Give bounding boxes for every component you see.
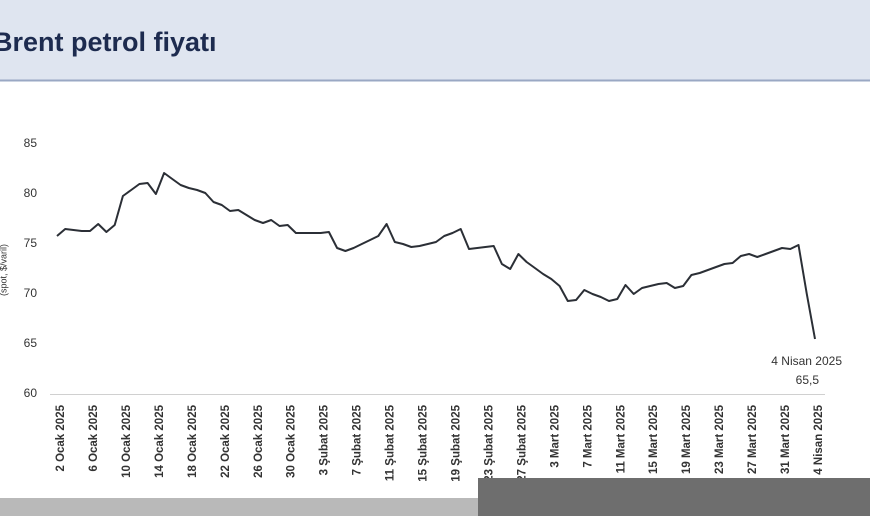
x-tick-label: 19 Mart 2025 [681,404,693,474]
x-tick-label: 19 Şubat 2025 [451,404,463,481]
y-tick-label: 80 [24,186,38,200]
x-tick-label: 27 Şubat 2025 [516,404,528,481]
plot: 60 65 70 75 80 85 2 Ocak 2025 6 Ocak 2025 10 Oca… [24,136,843,482]
x-tick-label: 6 Ocak 2025 [88,404,100,471]
y-tick-label: 65 [24,336,38,350]
y-tick-label: 75 [24,236,38,250]
x-tick-label: 23 Şubat 2025 [483,404,495,481]
x-tick-label: 10 Ocak 2025 [121,404,133,478]
y-tick-label: 85 [24,136,38,150]
x-tick-label: 3 Mart 2025 [549,404,561,467]
overlay-bar [478,478,870,516]
x-tick-label: 11 Mart 2025 [615,404,627,473]
x-tick-label: 31 Mart 2025 [780,404,792,474]
x-tick-label: 4 Nisan 2025 [813,404,825,474]
x-tick-label: 18 Ocak 2025 [187,404,199,478]
chart-title: Brent petrol fiyatı [0,27,217,57]
x-tick-label: 23 Mart 2025 [714,404,726,474]
x-tick-label: 30 Ocak 2025 [286,404,298,478]
x-tick-label: 3 Şubat 2025 [319,404,331,475]
x-tick-label: 15 Şubat 2025 [418,404,430,481]
x-tick-label: 15 Mart 2025 [648,404,660,474]
x-tick-label: 7 Şubat 2025 [352,404,364,475]
x-tick-label: 14 Ocak 2025 [154,404,166,478]
annotation-date: 4 Nisan 2025 [771,354,842,368]
title-bar [0,0,870,80]
x-tick-label: 22 Ocak 2025 [220,404,232,478]
line [56,172,816,340]
x-tick-label: 27 Mart 2025 [747,404,759,474]
x-tick-label: 2 Ocak 2025 [55,404,67,471]
x-tick-label: 11 Şubat 2025 [385,404,397,481]
y-tick-label: 70 [24,286,38,300]
x-tick-label: 26 Ocak 2025 [253,404,265,478]
y-tick-label: 60 [24,386,38,400]
x-tick-label: 7 Mart 2025 [582,404,594,467]
value-label: 65,5 [796,373,820,387]
y-axis-label: (spot, $/varil) [0,244,8,296]
